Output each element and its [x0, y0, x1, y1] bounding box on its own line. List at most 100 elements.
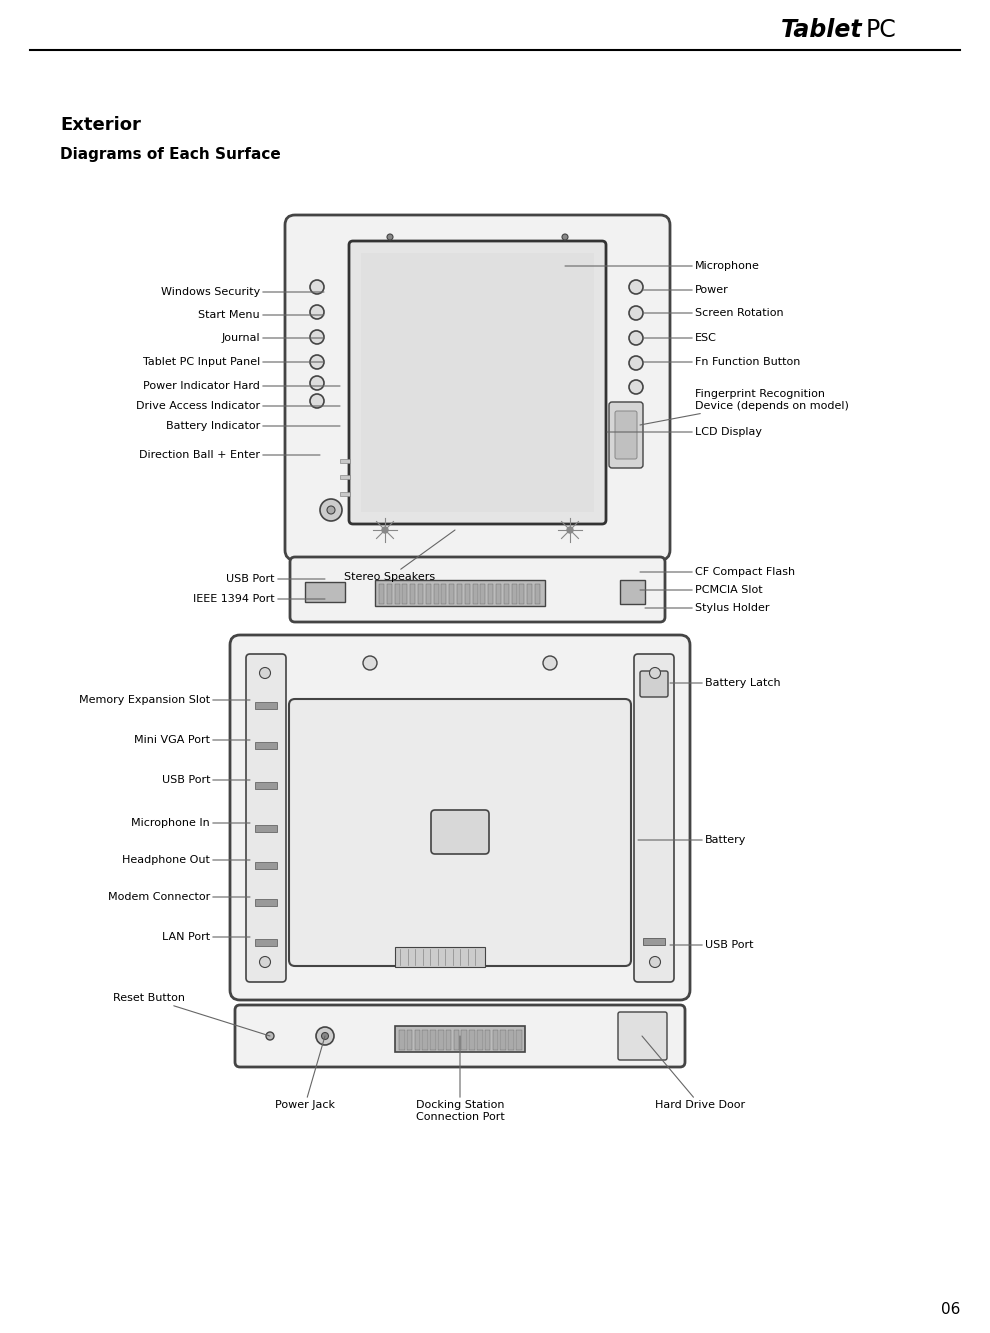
Text: Tablet PC Input Panel: Tablet PC Input Panel — [143, 357, 324, 367]
FancyBboxPatch shape — [609, 403, 643, 468]
Bar — [395, 584, 400, 604]
Text: Headphone Out: Headphone Out — [122, 854, 250, 865]
FancyBboxPatch shape — [615, 411, 637, 459]
Bar — [340, 459, 350, 463]
Circle shape — [387, 235, 393, 240]
Circle shape — [629, 280, 643, 295]
Circle shape — [629, 380, 643, 395]
Circle shape — [316, 1026, 334, 1045]
Text: Tablet: Tablet — [780, 19, 862, 43]
Text: USB Port: USB Port — [227, 575, 325, 584]
Bar — [643, 938, 665, 945]
Text: Diagrams of Each Surface: Diagrams of Each Surface — [60, 148, 281, 163]
FancyBboxPatch shape — [431, 810, 489, 854]
Text: Journal: Journal — [222, 333, 324, 343]
Bar — [453, 1030, 459, 1050]
Bar — [485, 1030, 490, 1050]
Bar — [255, 782, 277, 789]
Text: PC: PC — [866, 19, 897, 43]
Bar — [461, 1030, 467, 1050]
Bar — [340, 475, 350, 479]
Text: Microphone: Microphone — [565, 261, 760, 271]
Text: Microphone In: Microphone In — [132, 818, 250, 828]
Text: LAN Port: LAN Port — [162, 932, 250, 942]
FancyBboxPatch shape — [285, 215, 670, 560]
Bar — [449, 584, 454, 604]
Bar — [442, 584, 446, 604]
Text: Docking Station
Connection Port: Docking Station Connection Port — [416, 1036, 504, 1121]
Bar — [415, 1030, 420, 1050]
Text: Screen Rotation: Screen Rotation — [643, 308, 784, 319]
Bar — [469, 1030, 474, 1050]
FancyBboxPatch shape — [361, 253, 594, 512]
Circle shape — [310, 355, 324, 369]
Circle shape — [310, 305, 324, 319]
Circle shape — [327, 507, 335, 515]
Text: Modem Connector: Modem Connector — [108, 892, 250, 902]
Bar — [528, 584, 533, 604]
Bar — [516, 1030, 522, 1050]
Circle shape — [310, 395, 324, 408]
Text: Windows Security: Windows Security — [160, 287, 324, 297]
Text: Hard Drive Door: Hard Drive Door — [642, 1036, 745, 1110]
Bar — [255, 898, 277, 906]
Bar — [520, 584, 525, 604]
Text: Battery: Battery — [638, 834, 746, 845]
Circle shape — [629, 307, 643, 320]
Bar — [446, 1030, 451, 1050]
Bar — [508, 1030, 514, 1050]
Circle shape — [567, 527, 573, 533]
Circle shape — [543, 656, 557, 670]
Bar — [395, 946, 485, 966]
Text: Start Menu: Start Menu — [198, 311, 324, 320]
Bar — [395, 1026, 525, 1052]
Circle shape — [259, 668, 270, 678]
Bar — [255, 862, 277, 869]
Text: CF Compact Flash: CF Compact Flash — [640, 567, 795, 577]
Text: Battery Latch: Battery Latch — [670, 678, 781, 688]
Text: LCD Display: LCD Display — [607, 427, 762, 437]
Bar — [423, 1030, 428, 1050]
Bar — [255, 742, 277, 749]
Bar — [512, 584, 517, 604]
Text: USB Port: USB Port — [670, 940, 753, 950]
Circle shape — [310, 376, 324, 391]
Text: Memory Expansion Slot: Memory Expansion Slot — [79, 694, 250, 705]
Bar — [305, 583, 345, 603]
FancyBboxPatch shape — [289, 698, 631, 966]
Bar — [438, 1030, 444, 1050]
Circle shape — [310, 280, 324, 295]
FancyBboxPatch shape — [618, 1012, 667, 1060]
Circle shape — [320, 499, 342, 521]
Text: USB Port: USB Port — [161, 774, 250, 785]
Circle shape — [649, 957, 660, 968]
Bar — [387, 584, 392, 604]
Bar — [464, 584, 470, 604]
Bar — [399, 1030, 405, 1050]
Bar — [504, 584, 509, 604]
Bar — [620, 580, 645, 604]
Bar — [488, 584, 493, 604]
Bar — [434, 584, 439, 604]
Bar — [375, 580, 545, 607]
Text: Fn Function Button: Fn Function Button — [643, 357, 800, 367]
FancyBboxPatch shape — [634, 655, 674, 982]
Circle shape — [363, 656, 377, 670]
Text: Power Jack: Power Jack — [275, 1036, 335, 1110]
FancyBboxPatch shape — [290, 557, 665, 623]
FancyBboxPatch shape — [246, 655, 286, 982]
Text: IEEE 1394 Port: IEEE 1394 Port — [193, 595, 325, 604]
Bar — [480, 584, 485, 604]
Text: ESC: ESC — [643, 333, 717, 343]
Text: Direction Ball + Enter: Direction Ball + Enter — [139, 451, 320, 460]
Text: 06: 06 — [940, 1302, 960, 1317]
Bar — [535, 584, 540, 604]
Bar — [379, 584, 384, 604]
Text: Battery Indicator: Battery Indicator — [165, 421, 340, 431]
Bar — [500, 1030, 506, 1050]
Circle shape — [562, 235, 568, 240]
Circle shape — [629, 356, 643, 371]
Text: Drive Access Indicator: Drive Access Indicator — [136, 401, 340, 411]
Text: Power Indicator Hard: Power Indicator Hard — [144, 381, 340, 391]
Circle shape — [259, 957, 270, 968]
